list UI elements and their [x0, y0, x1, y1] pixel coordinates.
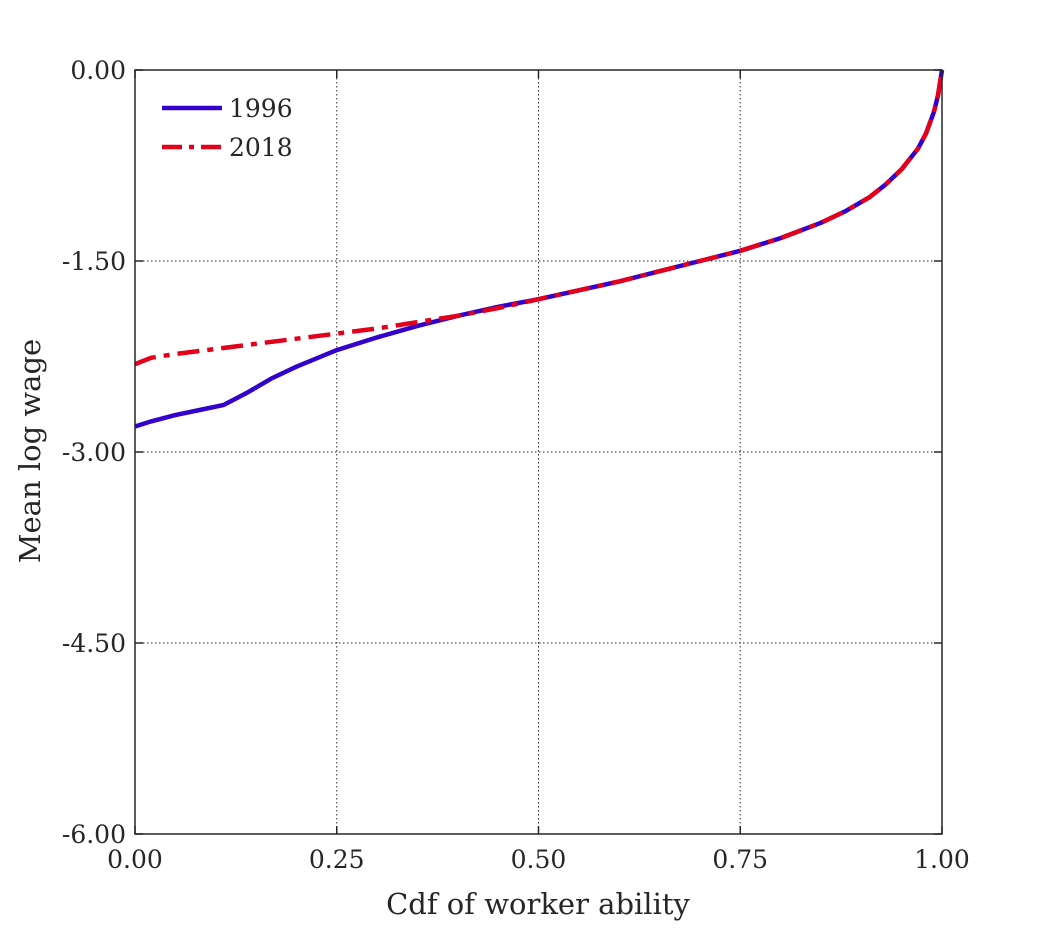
tick-labels: 0.00 0.25 0.50 0.75 1.00 0.00 -1.50 -3.00 -4.50 -… [62, 56, 970, 874]
legend: 1996 2018 [162, 94, 293, 162]
x-axis-title: Cdf of worker ability [386, 887, 690, 921]
legend-label-1996: 1996 [229, 94, 293, 123]
x-tick-label: 1.00 [914, 845, 970, 874]
y-tick-label: -1.50 [62, 247, 126, 276]
x-tick-label: 0.75 [712, 845, 768, 874]
x-tick-label: 0.00 [107, 845, 163, 874]
y-tick-label: -3.00 [62, 438, 126, 467]
y-tick-label: -4.50 [62, 629, 126, 658]
y-tick-label: -6.00 [62, 820, 126, 849]
grid-lines [135, 70, 942, 834]
x-tick-label: 0.25 [309, 845, 365, 874]
series-line-2018 [134, 69, 945, 367]
x-tick-label: 0.50 [511, 845, 567, 874]
data-series [134, 69, 945, 429]
legend-label-2018: 2018 [229, 133, 293, 162]
y-tick-label: 0.00 [70, 56, 126, 85]
axis-ticks [134, 69, 943, 835]
y-axis-title: Mean log wage [13, 339, 47, 563]
